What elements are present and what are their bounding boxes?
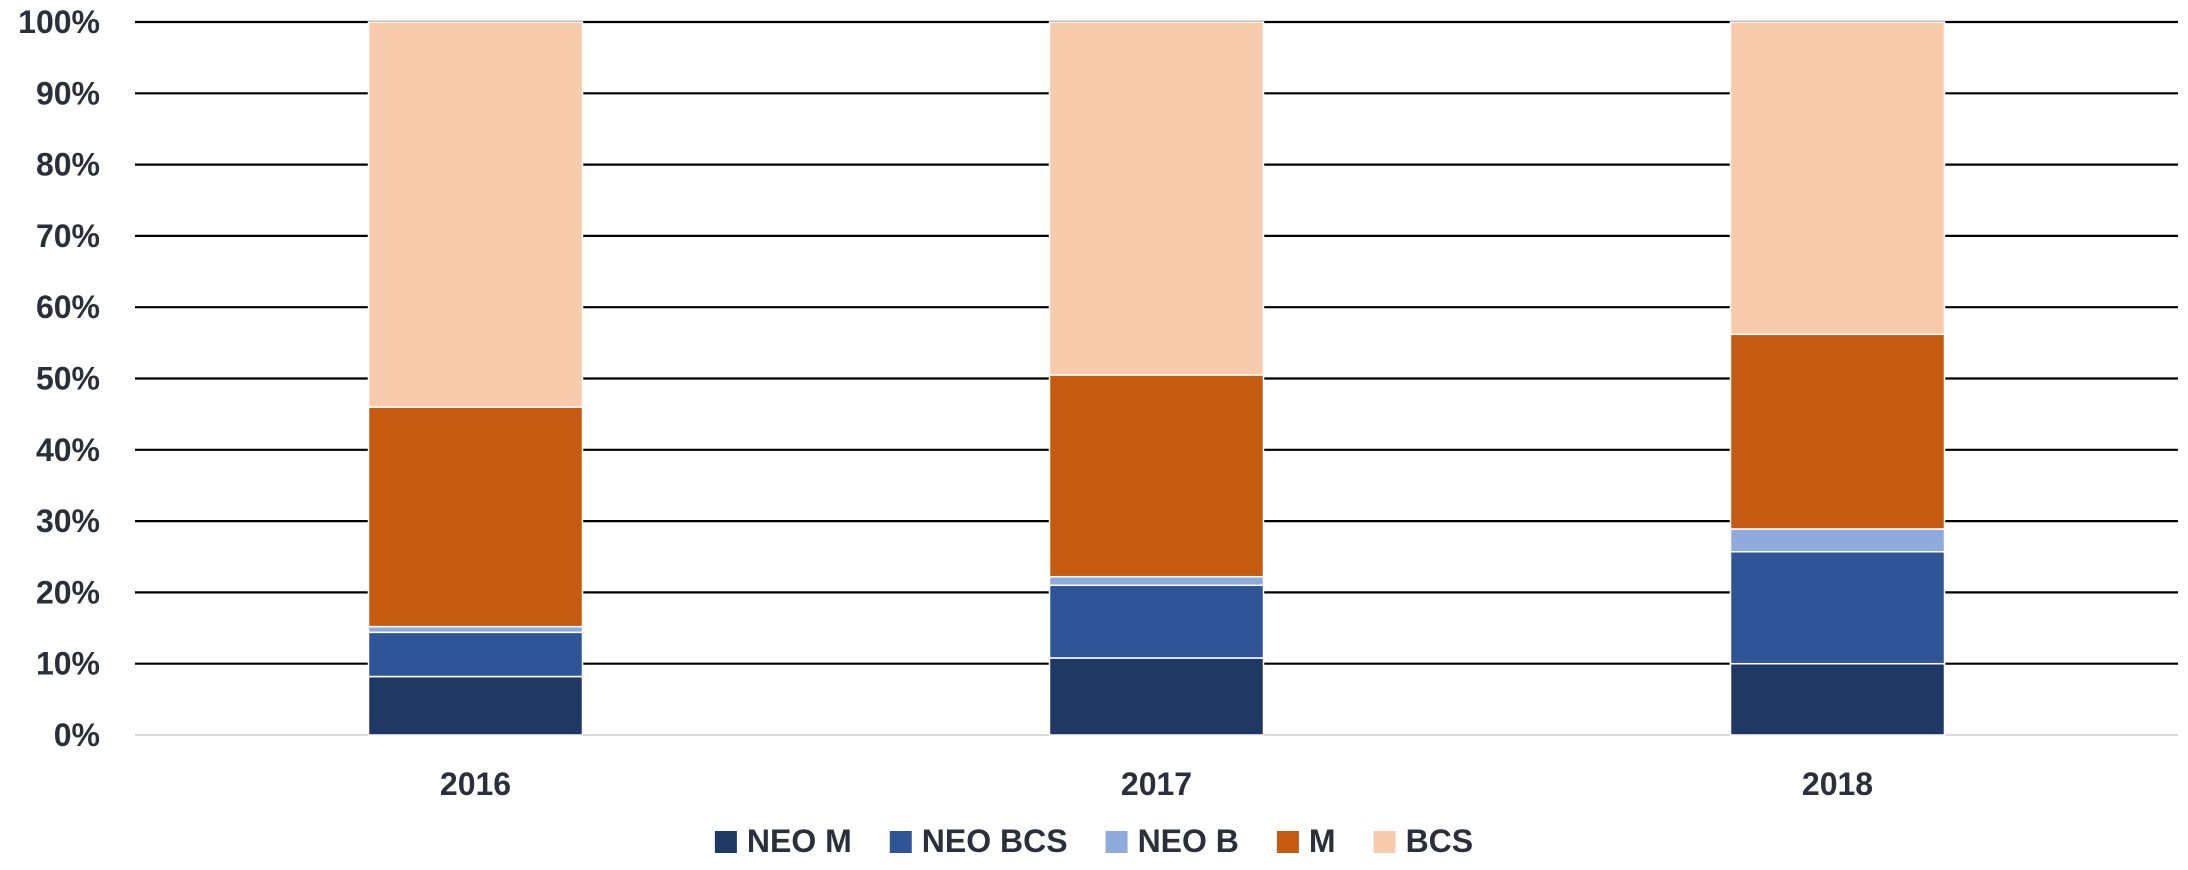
bar-segment-neo-b-2018 (1729, 528, 1946, 553)
x-category-label: 2016 (440, 766, 511, 802)
legend-label: BCS (1406, 823, 1474, 859)
bar-segment-m-2016 (367, 406, 584, 628)
bar-segment-m-2018 (1729, 333, 1946, 530)
legend-swatch (1276, 831, 1299, 853)
bar-segment-neo-bcs-2016 (367, 631, 584, 678)
y-tick-label: 0% (54, 717, 100, 753)
legend-item-bcs: BCS (1373, 823, 1474, 859)
legend-item-neo-b: NEO B (1105, 823, 1239, 859)
y-tick-label: 30% (36, 503, 100, 539)
legend-item-neo-bcs: NEO BCS (889, 823, 1068, 859)
legend-swatch (1105, 831, 1128, 853)
y-tick-label: 100% (18, 4, 100, 40)
legend-item-neo-m: NEO M (714, 823, 852, 859)
bar-segment-bcs-2018 (1729, 21, 1946, 336)
legend-label: M (1309, 823, 1336, 859)
bar-segment-neo-bcs-2017 (1048, 584, 1265, 659)
legend-swatch (889, 831, 912, 853)
legend-label: NEO M (747, 823, 852, 859)
bar-segment-neo-m-2017 (1048, 657, 1265, 736)
legend-swatch (714, 831, 737, 853)
legend-label: NEO B (1138, 823, 1239, 859)
y-axis-ticks: 0% 10% 20% 30% 40% 50% 60% 70% 80% 90% 100% (18, 4, 100, 753)
bars (367, 21, 1946, 736)
legend-label: NEO BCS (922, 823, 1068, 859)
bar-segment-bcs-2016 (367, 21, 584, 408)
y-tick-label: 90% (36, 75, 100, 111)
y-tick-label: 60% (36, 289, 100, 325)
y-tick-label: 50% (36, 361, 100, 397)
y-tick-label: 20% (36, 574, 100, 610)
y-tick-label: 80% (36, 147, 100, 183)
y-tick-label: 40% (36, 432, 100, 468)
bar-segment-bcs-2017 (1048, 21, 1265, 376)
x-category-label: 2017 (1121, 766, 1192, 802)
legend-item-m: M (1276, 823, 1336, 859)
bar-segment-neo-m-2016 (367, 675, 584, 736)
bar-segment-neo-b-2016 (367, 625, 584, 634)
y-tick-label: 70% (36, 218, 100, 254)
legend-swatch (1373, 831, 1396, 853)
bar-segment-neo-bcs-2018 (1729, 551, 1946, 665)
bar-segment-neo-b-2017 (1048, 575, 1265, 587)
x-axis-categories: 2016 2017 2018 (440, 766, 1873, 802)
bar-segment-neo-m-2018 (1729, 662, 1946, 736)
x-category-label: 2018 (1802, 766, 1873, 802)
legend: NEO M NEO BCS NEO B M BCS (714, 823, 1474, 859)
bar-segment-m-2017 (1048, 374, 1265, 578)
y-tick-label: 10% (36, 646, 100, 682)
